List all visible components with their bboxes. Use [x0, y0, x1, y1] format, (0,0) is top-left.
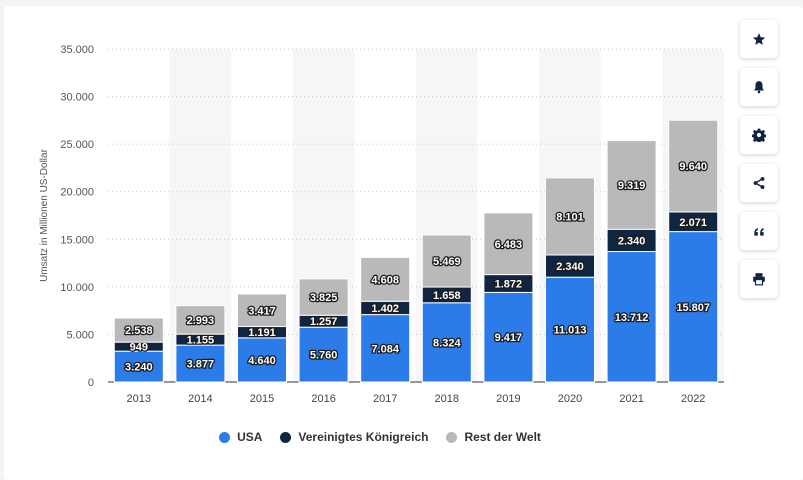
data-label: 4.608: [371, 274, 399, 286]
data-label: 4.640: [248, 355, 276, 367]
data-label: 8.101: [556, 211, 584, 223]
y-tick-label: 15.000: [60, 234, 94, 246]
legend-marker-usa: [219, 431, 231, 443]
x-tick-label: 2018: [435, 393, 459, 405]
y-tick-label: 25.000: [60, 139, 94, 151]
data-label: 949: [130, 342, 148, 354]
x-tick-label: 2013: [127, 393, 151, 405]
data-label: 2.340: [618, 235, 646, 247]
bar-segment: [421, 302, 472, 383]
bar-segment: [545, 276, 595, 383]
data-label: 2.340: [556, 261, 584, 273]
bar-segment: [298, 278, 349, 316]
share-icon: [753, 176, 765, 190]
favorite-button[interactable]: [740, 20, 778, 58]
data-label: 2.993: [187, 315, 215, 327]
bar-segment: [175, 305, 226, 335]
legend-item-uk[interactable]: Vereinigtes Königreich: [280, 430, 428, 444]
notification-button[interactable]: [740, 68, 778, 106]
y-tick-label: 30.000: [60, 92, 94, 104]
gear-icon: [752, 128, 766, 142]
data-label: 1.191: [248, 327, 276, 339]
legend-item-rest[interactable]: Rest der Welt: [446, 430, 541, 444]
y-tick-label: 0: [88, 377, 94, 389]
data-label: 3.825: [310, 292, 338, 304]
data-label: 13.712: [615, 312, 649, 324]
x-tick-label: 2021: [619, 393, 643, 405]
bar-segment: [606, 140, 657, 230]
y-tick-label: 35.000: [60, 44, 94, 56]
bar-segment: [668, 119, 719, 213]
cite-button[interactable]: [740, 212, 778, 250]
legend-label-rest: Rest der Welt: [464, 430, 541, 444]
bar-segment: [483, 291, 534, 383]
data-label: 3.417: [248, 305, 276, 317]
data-label: 9.417: [495, 332, 523, 344]
data-label: 1.872: [495, 278, 523, 290]
bar-segment: [113, 350, 164, 383]
data-label: 2.071: [679, 217, 707, 229]
x-tick-label: 2019: [496, 393, 520, 405]
bar-segment: [483, 212, 534, 276]
settings-button[interactable]: [740, 116, 778, 154]
data-label: 5.760: [310, 350, 338, 362]
share-button[interactable]: [740, 164, 778, 202]
x-tick-label: 2015: [250, 393, 274, 405]
star-icon: [752, 33, 766, 45]
legend-marker-rest: [446, 431, 458, 443]
legend-label-uk: Vereinigtes Königreich: [298, 430, 429, 444]
chart-toolbar: [740, 20, 778, 298]
data-label: 1.155: [187, 335, 215, 347]
bar-segment: [175, 344, 226, 383]
print-icon: [753, 273, 765, 286]
stacked-bar-chart: 0 5.000 10.000 15.000 20.000 25.000 30.000 35.0…: [39, 44, 724, 405]
legend-item-usa[interactable]: USA: [219, 430, 262, 444]
legend-marker-uk: [280, 431, 292, 443]
legend-label-usa: USA: [237, 430, 263, 444]
x-tick-label: 2022: [681, 393, 705, 405]
bar-segment: [113, 317, 164, 343]
data-label: 1.257: [310, 316, 338, 328]
x-tick-label: 2020: [558, 393, 582, 405]
data-label: 15.807: [676, 302, 710, 314]
print-button[interactable]: [740, 260, 778, 298]
y-tick-label: 20.000: [60, 187, 94, 199]
bar-segment: [606, 251, 657, 383]
data-label: 5.469: [433, 256, 461, 268]
data-label: 9.319: [618, 180, 646, 192]
bar-segment: [237, 293, 287, 328]
data-label: 9.640: [679, 161, 707, 173]
chart-legend: USA Vereinigtes Königreich Rest der Welt: [0, 430, 760, 444]
bar-segment: [360, 314, 411, 383]
y-tick-label: 5.000: [66, 329, 94, 341]
x-tick-label: 2017: [373, 393, 397, 405]
data-label: 8.324: [433, 337, 461, 349]
bar-segment: [668, 231, 719, 383]
quote-icon: [754, 228, 764, 236]
data-label: 6.483: [495, 239, 523, 251]
bell-icon: [754, 81, 764, 94]
data-label: 1.658: [433, 290, 461, 302]
data-label: 2.538: [125, 325, 153, 337]
x-tick-label: 2014: [188, 393, 212, 405]
bar-segment: [545, 177, 595, 256]
bar-segment: [360, 256, 411, 302]
x-tick-label: 2016: [311, 393, 335, 405]
data-label: 3.877: [187, 359, 215, 371]
data-label: 7.084: [371, 343, 399, 355]
y-tick-label: 10.000: [60, 282, 94, 294]
data-label: 11.013: [553, 325, 586, 337]
data-label: 3.240: [125, 362, 153, 374]
bar-segment: [421, 234, 472, 288]
y-axis-label: Umsatz in Millionen US-Dollar: [39, 148, 50, 281]
data-label: 1.402: [371, 303, 399, 315]
